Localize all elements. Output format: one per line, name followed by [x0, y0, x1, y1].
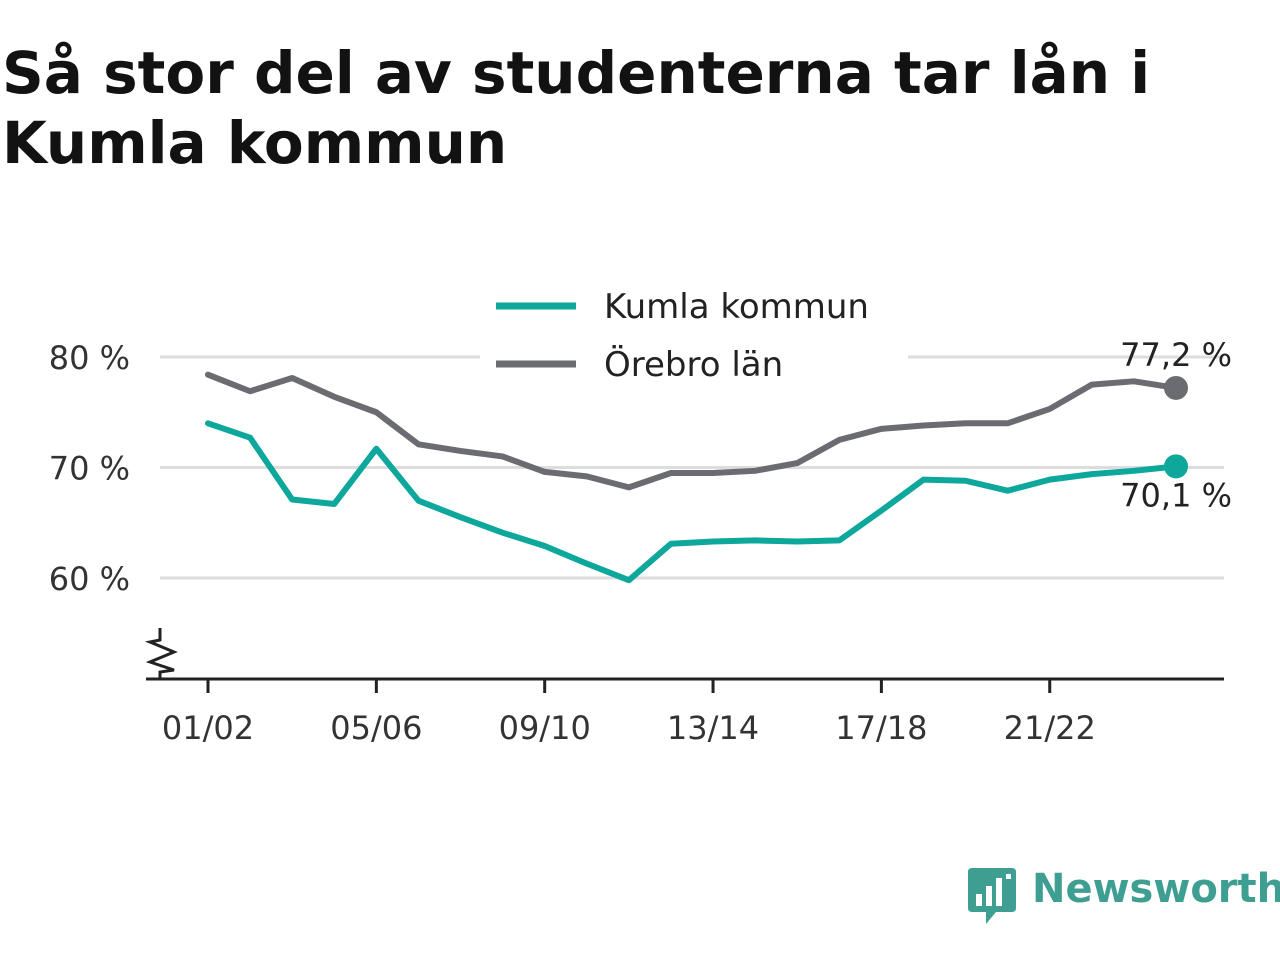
- x-tick-label: 21/22: [1004, 709, 1096, 747]
- end-point-marker: [1164, 375, 1188, 400]
- end-value-label: 77,2 %: [1120, 336, 1232, 374]
- y-tick-label: 80 %: [49, 339, 130, 377]
- x-tick-label: 09/10: [499, 709, 591, 747]
- series-line: [205, 371, 1179, 491]
- x-tick-label: 01/02: [162, 709, 254, 747]
- end-value-label: 70,1 %: [1120, 476, 1232, 514]
- x-tick-label: 13/14: [667, 709, 759, 747]
- x-tick-label: 17/18: [835, 709, 927, 747]
- legend: Kumla kommun Örebro län: [480, 282, 908, 392]
- y-tick-label: 60 %: [49, 560, 130, 598]
- x-tick-label: 05/06: [330, 709, 422, 747]
- newsworthy-logo-icon: [968, 868, 1016, 924]
- legend-label: Kumla kommun: [604, 287, 869, 327]
- series-line: [205, 420, 1179, 584]
- x-axis: 01/02 05/06 09/10 13/14 17/18 21/22: [144, 628, 1224, 747]
- series-lines: [205, 371, 1188, 584]
- chart-title: Så stor del av studenterna tar lån i Kum…: [2, 39, 1151, 177]
- labels: 70,1 % 77,2 %: [1120, 336, 1232, 514]
- y-tick-label: 70 %: [49, 450, 130, 488]
- grid-lines: 60 % 70 % 80 %: [49, 339, 1224, 598]
- axis-break-icon: [144, 628, 178, 679]
- newsworthy-logo-text: Newsworthy: [1032, 866, 1280, 912]
- legend-label: Örebro län: [604, 344, 783, 385]
- legend-background: [480, 282, 908, 392]
- newsworthy-logo: Newsworthy: [964, 864, 1280, 928]
- end-point-marker: [1164, 454, 1188, 479]
